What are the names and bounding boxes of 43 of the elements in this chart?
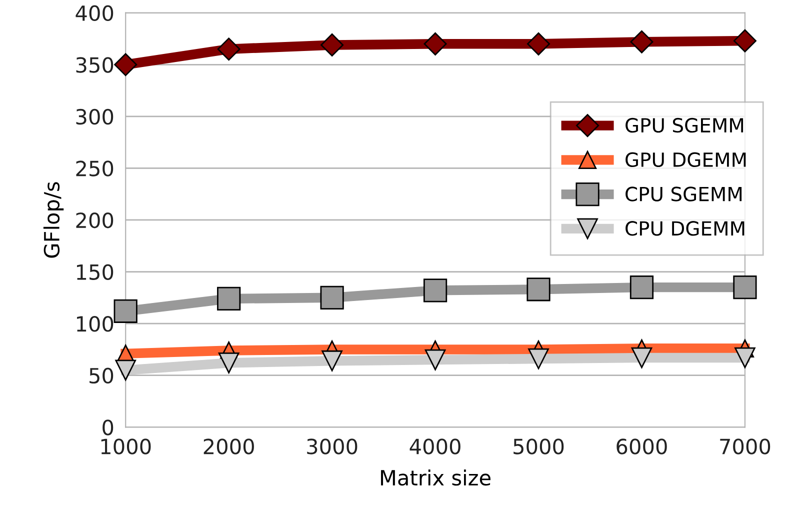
point [114,53,138,76]
y-tick-label: 200 [76,212,114,228]
y-tick-label: 350 [76,57,114,73]
point [631,347,652,368]
x-tick-label: 6000 [616,438,667,454]
y-tick-label: 150 [77,264,114,280]
legend-label: GPU SGEMM [626,118,744,133]
point [527,32,550,56]
point [734,347,756,368]
legend-label: CPU DGEMM [626,221,744,236]
point [320,33,344,56]
x-tick-label: 7000 [720,438,770,454]
y-tick-label: 400 [76,5,114,22]
point [528,348,549,370]
x-tick-label: 4000 [410,438,460,454]
point [424,32,447,56]
point [526,278,550,302]
y-tick-label: 100 [77,316,114,332]
y-axis-title: GFlop/s [43,182,64,258]
y-tick-label: 250 [76,160,114,176]
point [114,299,138,323]
legend-label: GPU DGEMM [626,152,746,168]
x-tick-label: 3000 [307,438,358,454]
point [218,352,240,374]
x-axis-title: Matrix size [381,470,490,486]
x-tick-label: 5000 [514,438,564,454]
y-tick-label: 300 [76,108,114,125]
point [630,30,654,54]
legend-label: CPU SGEMM [626,186,742,202]
point [320,286,344,310]
x-tick-label: 2000 [204,438,254,454]
x-tick-label: 1000 [101,438,151,454]
point [322,350,342,372]
point [733,276,757,300]
y-tick-label: 0 [102,420,114,436]
point [115,360,136,381]
point [424,349,446,370]
point [217,38,240,61]
point [733,29,756,52]
point [423,278,448,302]
y-tick-label: 50 [90,368,114,384]
point [217,286,241,311]
point [630,276,654,300]
